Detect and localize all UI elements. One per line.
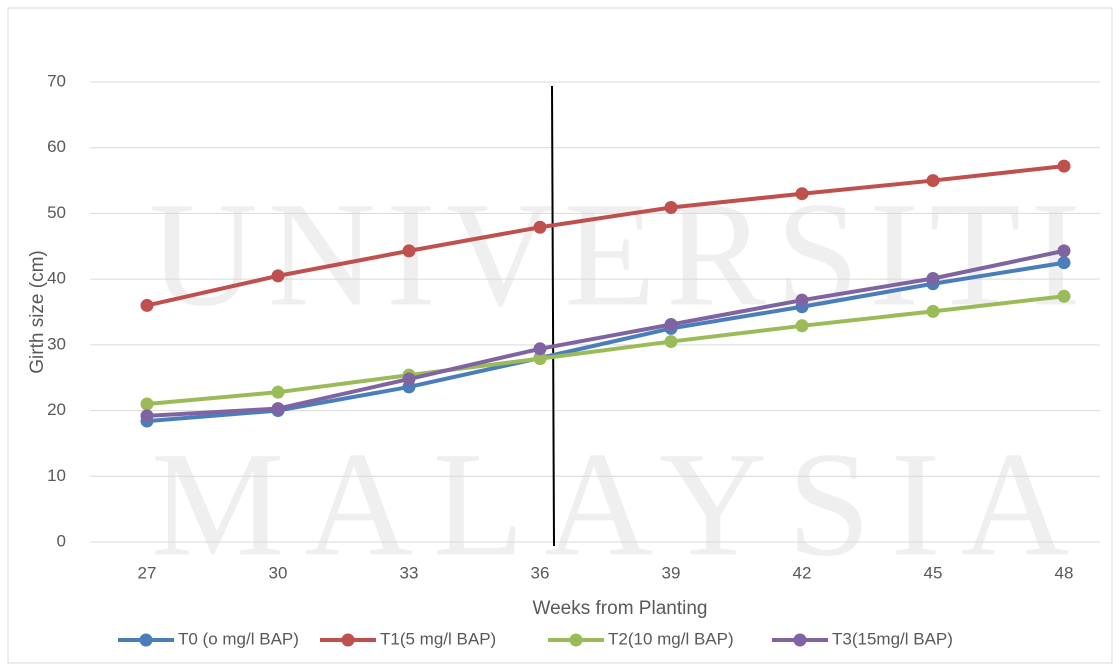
legend-label: T0 (o mg/l BAP) <box>178 629 299 648</box>
watermark: UNIVERSITI MALAYSIA <box>149 171 1091 587</box>
y-tick-label: 40 <box>47 269 66 288</box>
x-axis-label: Weeks from Planting <box>533 598 708 619</box>
data-point <box>140 298 154 312</box>
y-tick-label: 10 <box>47 466 66 485</box>
data-point <box>1057 244 1071 258</box>
series-line <box>146 248 1065 418</box>
y-axis-label: Girth size (cm) <box>27 250 48 374</box>
legend-label: T3(15mg/l BAP) <box>832 629 953 648</box>
data-point <box>533 220 547 234</box>
y-tick-label: 30 <box>47 334 66 353</box>
y-tick-label: 20 <box>47 400 66 419</box>
watermark-text: UNIVERSITI <box>149 171 1091 337</box>
series-line <box>146 294 1065 406</box>
data-point <box>795 293 809 307</box>
legend-marker <box>341 633 355 647</box>
data-point <box>926 271 940 285</box>
x-tick-label: 45 <box>924 563 943 582</box>
y-tick-label: 0 <box>57 531 66 550</box>
data-point <box>271 269 285 283</box>
x-tick-label: 48 <box>1055 563 1074 582</box>
x-tick-label: 30 <box>269 563 288 582</box>
data-point <box>140 397 154 411</box>
series-line <box>146 260 1065 424</box>
data-point <box>926 174 940 188</box>
x-tick-label: 33 <box>400 563 419 582</box>
legend-label: T2(10 mg/l BAP) <box>608 629 734 648</box>
x-tick-label: 36 <box>531 563 550 582</box>
y-tick-label: 50 <box>47 203 66 222</box>
x-tick-label: 39 <box>662 563 681 582</box>
data-point <box>1057 289 1071 303</box>
legend-label: T1(5 mg/l BAP) <box>380 629 496 648</box>
watermark-text: MALAYSIA <box>151 421 1089 587</box>
data-point <box>271 385 285 399</box>
x-tick-label: 42 <box>793 563 812 582</box>
data-point <box>271 402 285 416</box>
data-point <box>1057 159 1071 173</box>
x-tick-label: 27 <box>138 563 157 582</box>
legend-marker <box>139 633 153 647</box>
data-point <box>402 372 416 386</box>
data-point <box>140 409 154 423</box>
data-point <box>664 201 678 215</box>
data-point <box>664 335 678 349</box>
data-point <box>402 244 416 258</box>
data-point <box>795 319 809 333</box>
legend-marker <box>793 633 807 647</box>
data-point <box>795 187 809 201</box>
data-point <box>664 317 678 331</box>
data-point <box>533 342 547 356</box>
chart-frame <box>7 7 1113 664</box>
annotation-line <box>551 85 555 547</box>
legend-marker <box>569 633 583 647</box>
data-point <box>533 352 547 366</box>
y-tick-label: 70 <box>47 71 66 90</box>
data-point <box>926 304 940 318</box>
y-tick-label: 60 <box>47 137 66 156</box>
series-line <box>146 164 1065 308</box>
data-point <box>1057 256 1071 270</box>
